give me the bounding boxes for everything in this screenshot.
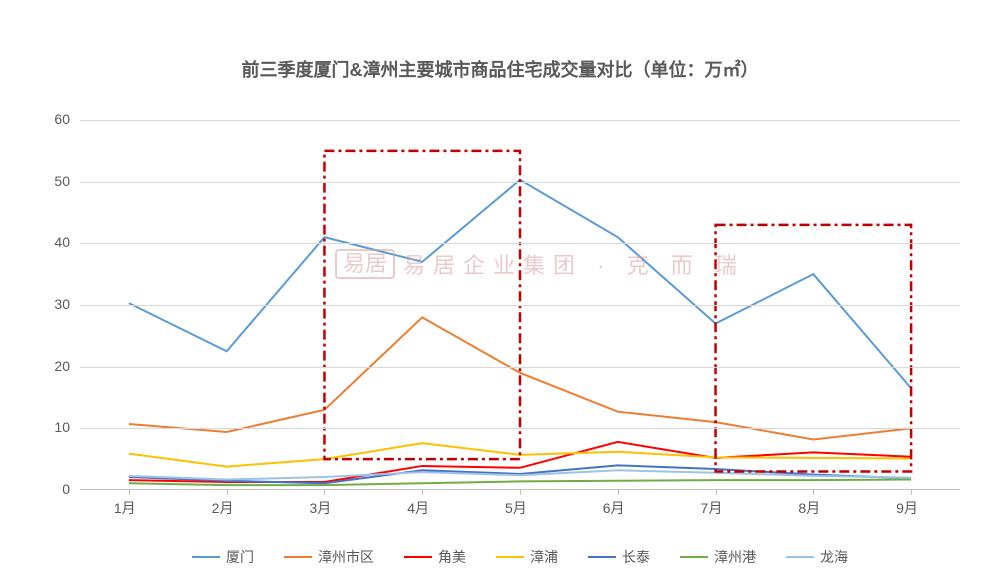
legend-item: 漳州市区 (284, 547, 374, 567)
legend-label: 长泰 (622, 547, 650, 567)
x-axis-label: 1月 (114, 498, 136, 518)
legend-item: 龙海 (786, 547, 848, 567)
x-axis-label: 3月 (309, 498, 331, 518)
legend-item: 长泰 (588, 547, 650, 567)
y-axis-label: 40 (54, 234, 70, 250)
series-line (129, 470, 911, 479)
chart-title: 前三季度厦门&漳州主要城市商品住宅成交量对比（单位：万㎡） (0, 56, 1000, 82)
x-axis-label: 4月 (407, 498, 429, 518)
y-axis-label: 30 (54, 296, 70, 312)
x-axis-label: 5月 (505, 498, 527, 518)
legend: 厦门 漳州市区 角美 漳浦 长泰 漳州港 龙海 (80, 547, 960, 567)
legend-swatch (786, 556, 814, 558)
y-axis-label: 50 (54, 173, 70, 189)
legend-item: 漳浦 (496, 547, 558, 567)
legend-label: 角美 (438, 547, 466, 567)
legend-label: 厦门 (226, 547, 254, 567)
legend-label: 漳州港 (714, 547, 756, 567)
y-axis-label: 10 (54, 419, 70, 435)
highlight-box (716, 225, 912, 472)
legend-item: 漳州港 (680, 547, 756, 567)
y-axis-label: 60 (54, 111, 70, 127)
x-axis-label: 7月 (701, 498, 723, 518)
legend-label: 漳州市区 (318, 547, 374, 567)
legend-swatch (192, 556, 220, 558)
y-axis-label: 0 (62, 481, 70, 497)
legend-swatch (496, 556, 524, 558)
legend-swatch (680, 556, 708, 558)
legend-item: 厦门 (192, 547, 254, 567)
legend-label: 龙海 (820, 547, 848, 567)
x-axis-label: 9月 (896, 498, 918, 518)
plot-area (80, 120, 960, 490)
x-axis-label: 8月 (798, 498, 820, 518)
legend-swatch (404, 556, 432, 558)
chart-container: 前三季度厦门&漳州主要城市商品住宅成交量对比（单位：万㎡） 易居 易居企业集团 … (0, 0, 1000, 585)
legend-swatch (284, 556, 312, 558)
y-axis-label: 20 (54, 358, 70, 374)
x-axis-label: 6月 (603, 498, 625, 518)
legend-swatch (588, 556, 616, 558)
legend-label: 漳浦 (530, 547, 558, 567)
x-axis-label: 2月 (212, 498, 234, 518)
legend-item: 角美 (404, 547, 466, 567)
